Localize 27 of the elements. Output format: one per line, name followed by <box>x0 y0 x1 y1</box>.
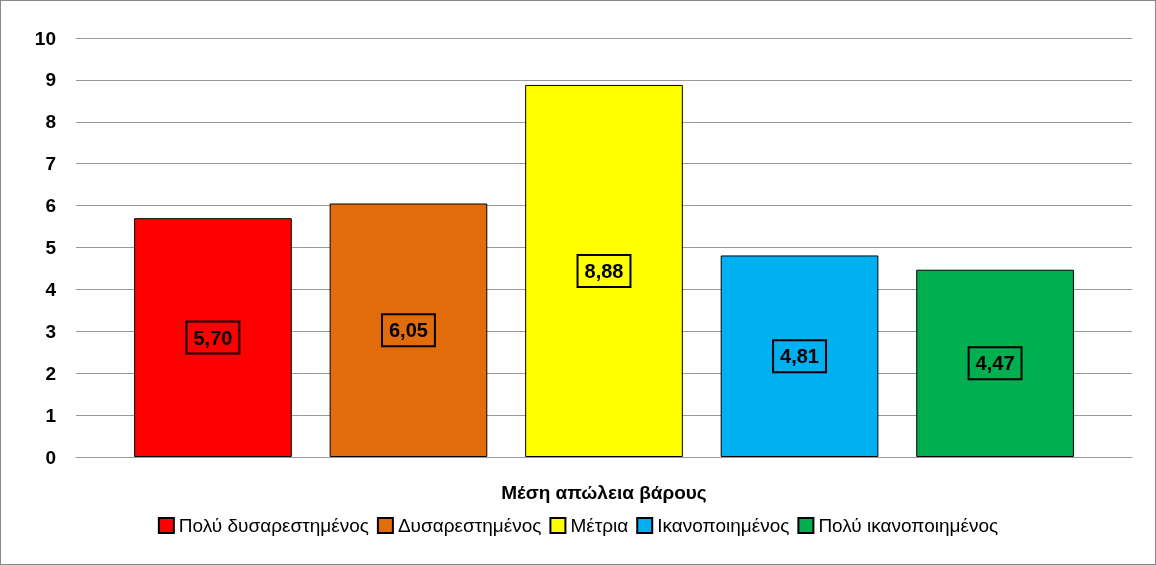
y-tick-label: 10 <box>34 27 56 49</box>
data-label: 5,70 <box>193 326 233 349</box>
y-tick-label: 4 <box>45 278 57 300</box>
y-tick-label: 2 <box>45 362 56 384</box>
legend-label: Πολύ ικανοποιημένος <box>818 515 999 536</box>
y-tick-label: 1 <box>45 404 57 426</box>
y-tick-label: 7 <box>45 153 56 175</box>
y-tick-label: 8 <box>45 111 56 133</box>
legend-label: Δυσαρεστημένος <box>397 515 542 536</box>
data-label: 4,81 <box>780 345 820 368</box>
y-tick-label: 3 <box>45 320 56 342</box>
data-label: 4,47 <box>975 352 1015 375</box>
bar <box>329 203 488 457</box>
y-tick-label: 5 <box>45 237 57 258</box>
bar <box>134 218 292 457</box>
data-label: 8,88 <box>584 259 624 282</box>
bar <box>525 84 683 457</box>
data-label: 6,05 <box>388 319 428 342</box>
bar <box>916 269 1074 457</box>
legend-label: Ικανοποιημένος <box>657 515 790 536</box>
y-tick-label: 0 <box>45 446 56 468</box>
legend-label: Μέτρια <box>570 515 629 536</box>
y-tick-label: 6 <box>45 195 56 217</box>
legend-label: Πολύ δυσαρεστημένος <box>178 515 369 536</box>
x-tick-label: Μέση απώλεια βάρους <box>501 482 707 503</box>
bar <box>720 255 879 457</box>
y-tick-label: 9 <box>45 69 56 91</box>
